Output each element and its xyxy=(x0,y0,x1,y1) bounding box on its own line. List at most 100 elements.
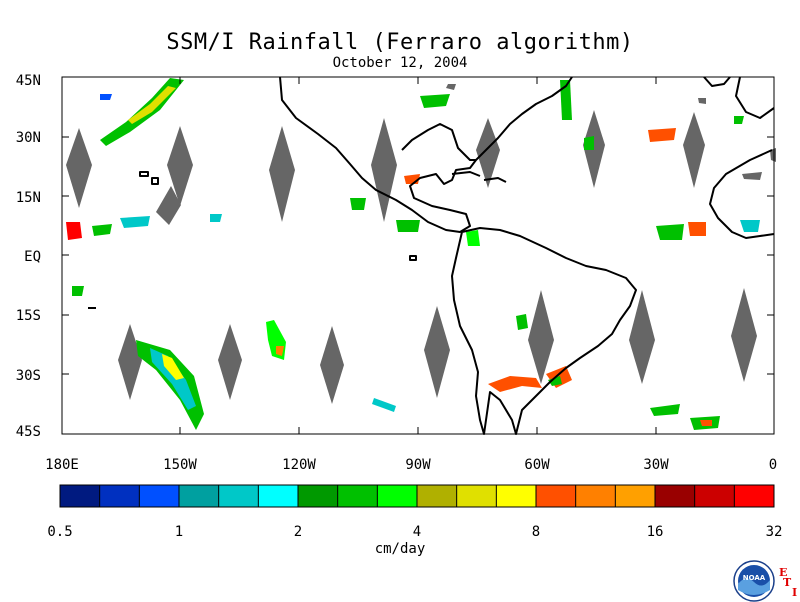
colorbar-cell xyxy=(536,485,577,507)
coastline-gulf-florida xyxy=(401,123,476,161)
rainfall-area xyxy=(688,222,706,236)
coastline-caribbean xyxy=(451,171,507,183)
colorbar-cell xyxy=(734,485,775,507)
swath-gap xyxy=(269,126,295,222)
colorbar-cell xyxy=(60,485,101,507)
colorbar-cell xyxy=(417,485,458,507)
rainfall-area xyxy=(100,94,112,100)
swath-gap-layer xyxy=(66,84,776,404)
swath-gap xyxy=(683,112,705,188)
eti-letter: E xyxy=(779,566,788,579)
colorbar-cell xyxy=(258,485,299,507)
rainfall-area xyxy=(210,214,222,222)
lon-label: 180E xyxy=(45,457,79,473)
axis-ticks xyxy=(61,77,774,434)
coastline-layer xyxy=(88,76,775,435)
lon-label: 90W xyxy=(405,457,431,473)
rainfall-area xyxy=(656,224,684,240)
colorbar-cell xyxy=(337,485,378,507)
colorbar-cell xyxy=(99,485,140,507)
rainfall-area xyxy=(162,354,184,380)
swath-gap xyxy=(731,288,757,382)
swath-gap xyxy=(167,126,193,206)
coastline-galapagos xyxy=(409,255,417,261)
noaa-logo: NOAA xyxy=(733,560,775,602)
eti-logo: E T I xyxy=(779,566,800,599)
swath-gap xyxy=(424,306,450,398)
colorbar-cell xyxy=(139,485,180,507)
swath-gap xyxy=(118,324,142,400)
rainfall-area xyxy=(560,80,572,120)
rainfall-area xyxy=(548,376,562,386)
coastline-south-america xyxy=(451,227,637,435)
lat-label: 15S xyxy=(16,308,41,324)
swath-gap xyxy=(742,172,762,180)
colorbar-tick-label: 2 xyxy=(294,524,302,540)
coastline-pacific-island xyxy=(151,177,159,185)
swath-gap xyxy=(629,290,655,384)
map-title: SSM/I Rainfall (Ferraro algorithm) xyxy=(166,30,634,55)
coastline-europe xyxy=(735,76,775,119)
lon-label: 30W xyxy=(643,457,669,473)
rainfall-area xyxy=(740,220,760,232)
swath-gap xyxy=(476,118,500,188)
rainfall-area xyxy=(72,286,84,296)
colorbar-tick-label: 16 xyxy=(647,524,664,540)
rainfall-area xyxy=(276,346,284,356)
eti-letter: T xyxy=(783,576,792,589)
lat-label: 30S xyxy=(16,368,41,384)
rainfall-area xyxy=(350,198,366,210)
map-date: October 12, 2004 xyxy=(332,55,468,71)
coastline-africa xyxy=(709,149,775,239)
colorbar-cell xyxy=(377,485,418,507)
colorbar-tick-label: 4 xyxy=(413,524,421,540)
rainfall-area xyxy=(516,314,528,330)
rainfall-area xyxy=(420,94,450,108)
noaa-logo-text: NOAA xyxy=(743,574,766,582)
rainfall-area xyxy=(66,222,82,240)
rainfall-area xyxy=(150,348,196,410)
lon-label: 0 xyxy=(769,457,777,473)
rainfall-area xyxy=(648,128,676,142)
lat-label: 15N xyxy=(16,190,41,206)
lat-label: EQ xyxy=(24,249,41,265)
swath-gap xyxy=(371,118,397,222)
lat-label: 45N xyxy=(16,73,41,89)
rainfall-layer xyxy=(66,78,760,430)
lat-label: 30N xyxy=(16,130,41,146)
rainfall-area xyxy=(650,404,680,416)
rainfall-area xyxy=(396,220,420,232)
rainfall-area xyxy=(372,398,396,412)
swath-gap xyxy=(528,290,554,384)
swath-gap xyxy=(698,98,706,104)
rainfall-area xyxy=(700,420,712,426)
rainfall-area xyxy=(466,230,480,246)
swath-gap xyxy=(446,84,456,90)
rainfall-area xyxy=(584,136,594,150)
colorbar-cell xyxy=(694,485,735,507)
swath-gap xyxy=(218,324,242,400)
colorbar-tick-label: 8 xyxy=(532,524,540,540)
colorbar-cell xyxy=(218,485,259,507)
swath-gap xyxy=(66,128,92,208)
swath-gap xyxy=(156,186,181,225)
rainfall-area xyxy=(488,376,542,392)
lon-label: 150W xyxy=(163,457,197,473)
rainfall-area xyxy=(128,86,176,124)
lat-label: 45S xyxy=(16,424,41,440)
lon-label: 120W xyxy=(282,457,316,473)
colorbar-cell xyxy=(298,485,339,507)
colorbar-cell xyxy=(575,485,616,507)
eti-letter: I xyxy=(792,586,798,599)
rainfall-area xyxy=(734,116,744,124)
coastline-north-america xyxy=(279,76,573,233)
lon-label: 60W xyxy=(524,457,550,473)
rainfall-area xyxy=(120,216,150,228)
coastline-pacific-island xyxy=(139,171,149,177)
colorbar-unit-label: cm/day xyxy=(374,541,426,557)
colorbar-tick-label: 0.5 xyxy=(47,524,72,540)
coastline-greenland xyxy=(703,76,731,87)
colorbar-tick-label: 32 xyxy=(766,524,783,540)
